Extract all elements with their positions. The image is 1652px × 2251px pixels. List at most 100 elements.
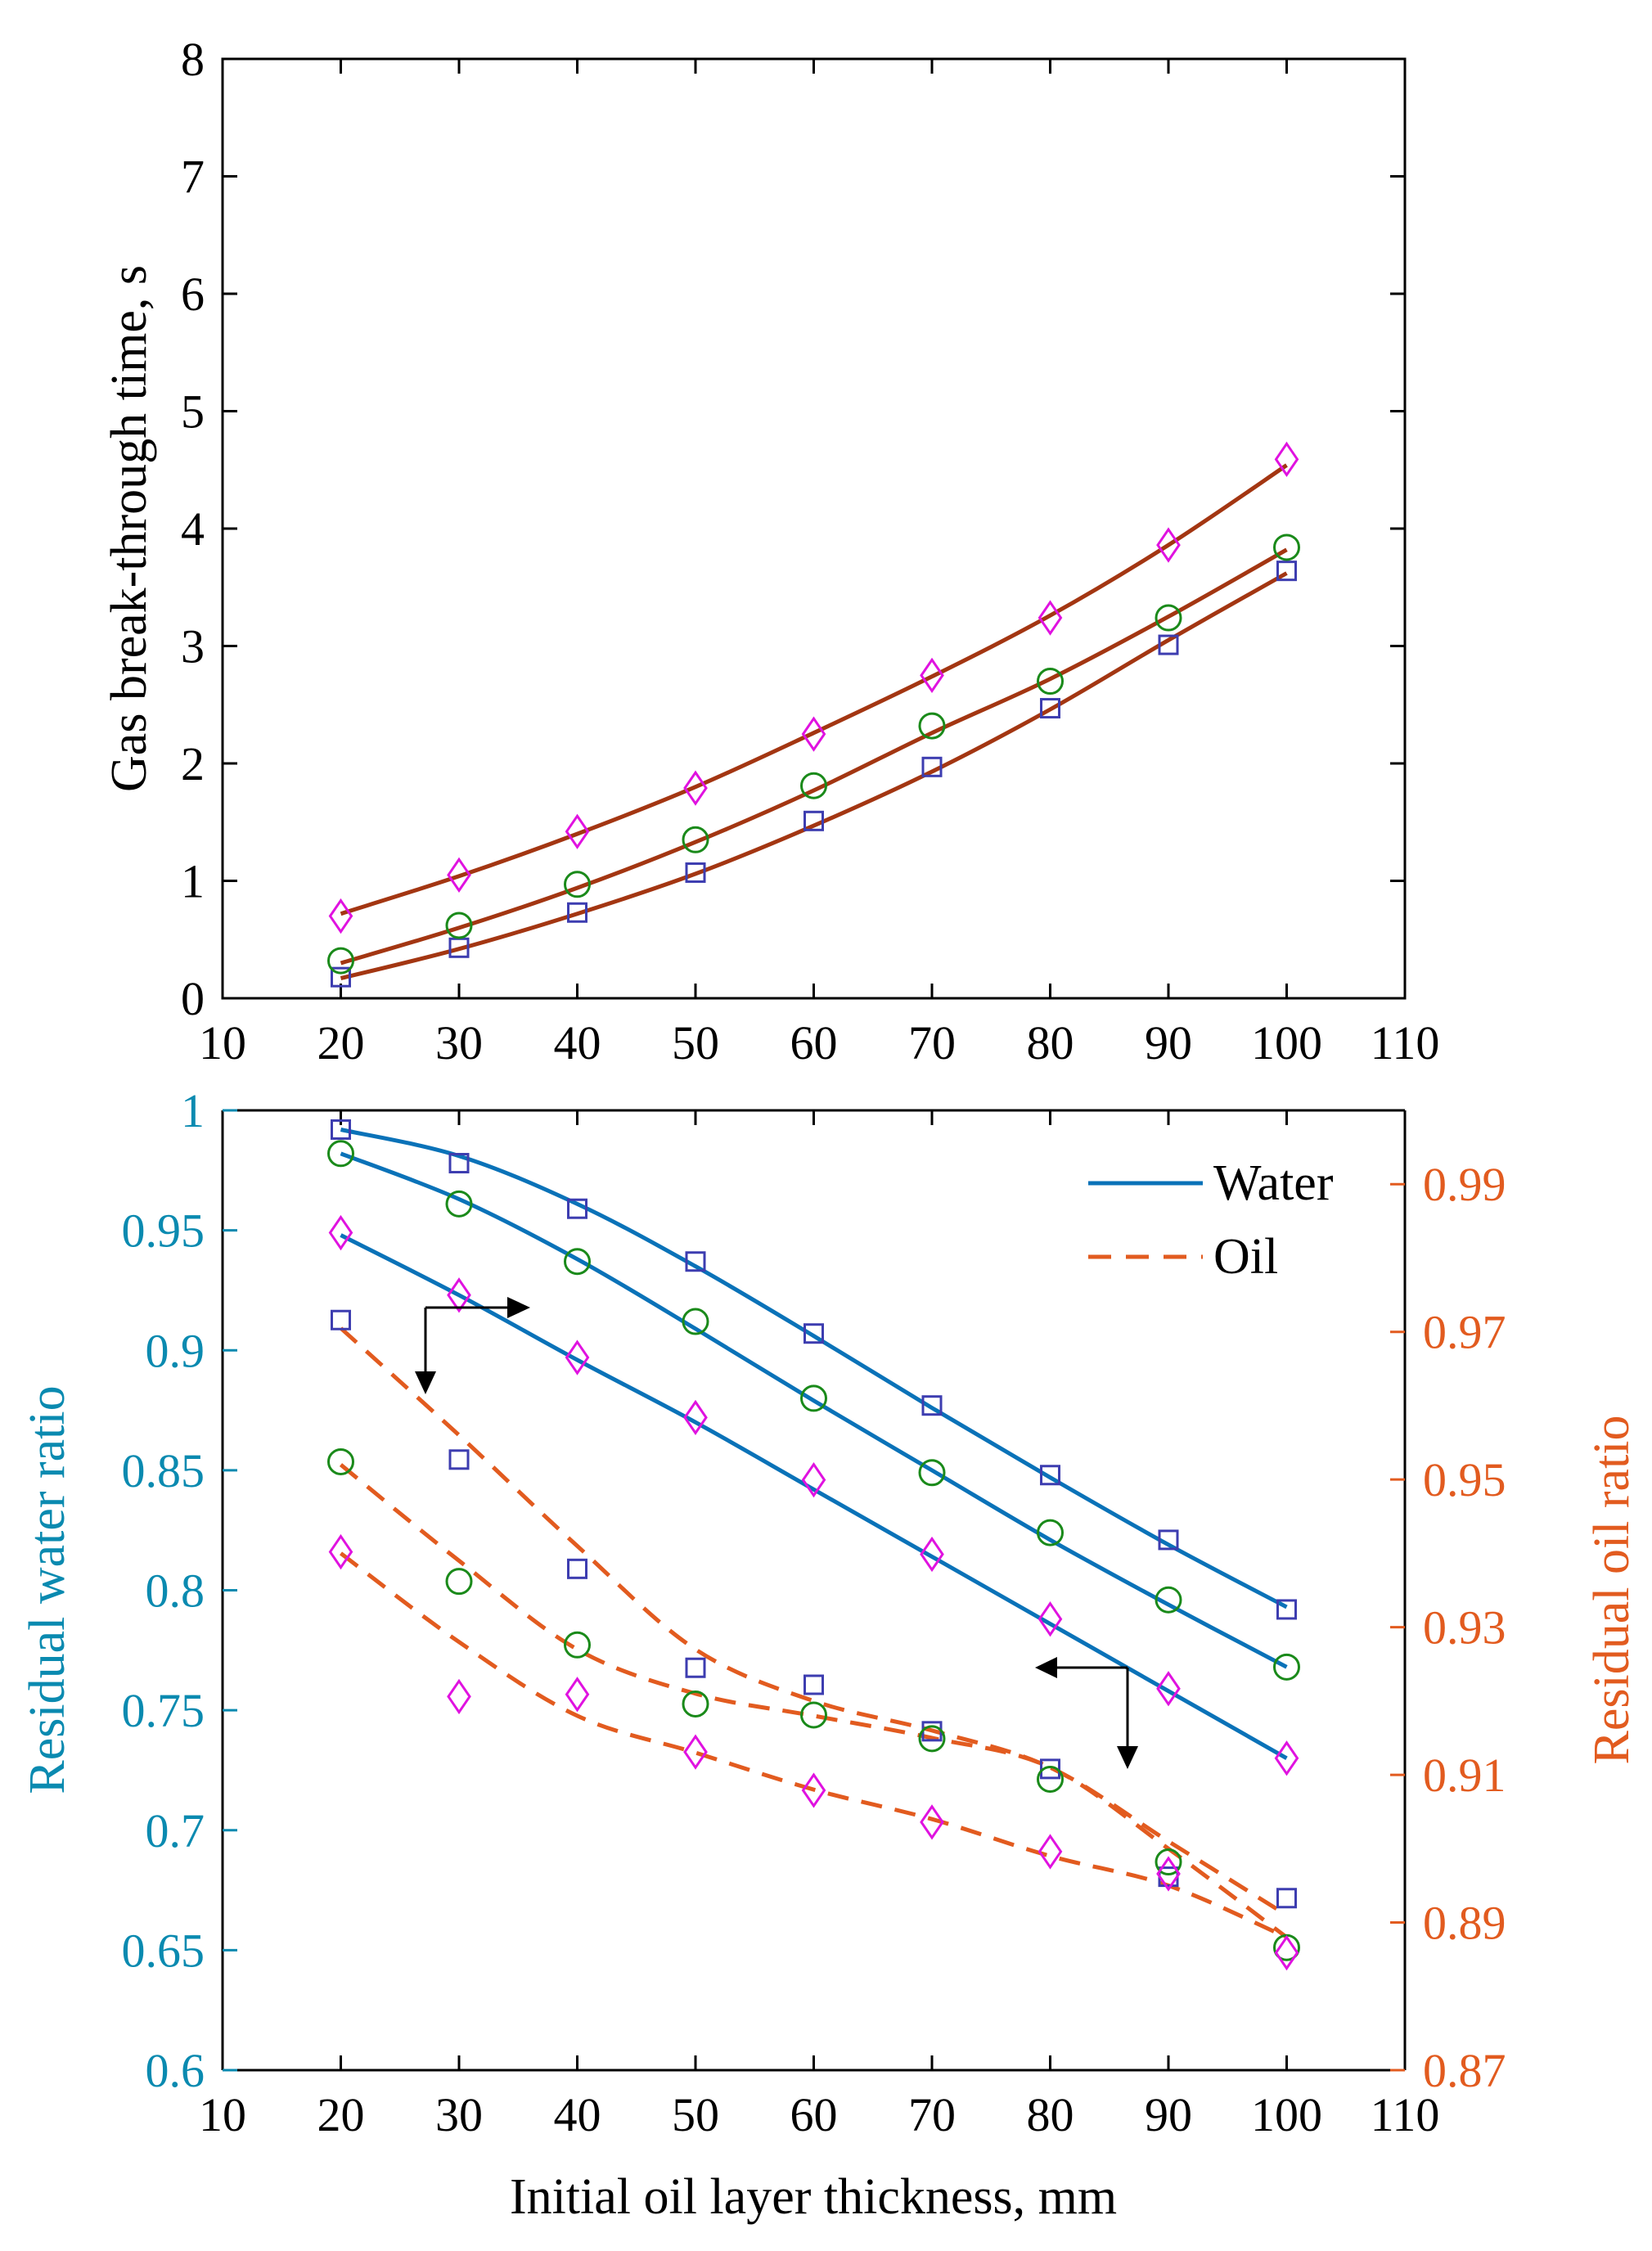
bottom-x-axis: 10 20 30 40 50 60 70 80 90 100 110 [199,1110,1439,2141]
top-point-diamond [447,857,471,893]
bottom-y2-tick-label: 0.95 [1423,1453,1506,1506]
top-point-diamond [565,813,590,849]
top-x-tick-label: 60 [790,1016,838,1069]
top-x-tick-label: 20 [317,1016,365,1069]
top-x-tick-label: 30 [435,1016,483,1069]
oil-point-circle [1037,1765,1064,1793]
water-point-circle [327,1140,354,1168]
bottom-x-tick-label: 80 [1027,2088,1074,2141]
bottom-y-tick-label: 1 [181,1084,205,1137]
top-point-circle [445,912,473,939]
water-point-square [803,1323,824,1344]
water-point-circle [682,1308,709,1335]
bottom-x-tick-label: 30 [435,2088,483,2141]
top-plot-area [221,57,1407,1000]
top-point-diamond [1038,600,1063,636]
top-y-tick-label: 0 [181,972,205,1025]
top-point-circle [1273,533,1300,561]
oil-fit-line-circle [339,1463,1289,1939]
top-x-tick-label: 50 [672,1016,719,1069]
oil-point-square [1276,1888,1297,1909]
top-point-square [1040,698,1060,719]
bottom-y-tick-label: 0.7 [146,1804,205,1857]
top-point-circle [682,826,709,853]
bottom-x-tick-label: 100 [1251,2088,1322,2141]
water-point-diamond [920,1536,944,1573]
legend-oil-label: Oil [1213,1229,1278,1285]
bottom-y2-tick-label: 0.93 [1423,1601,1506,1654]
top-fit-line-square [340,571,1288,981]
water-axis-indicator-arrow [1035,1657,1138,1769]
legend-water-label: Water [1213,1155,1334,1211]
top-point-square [331,966,351,988]
top-fit-line-circle [340,547,1288,966]
oil-point-diamond [920,1804,944,1840]
top-y-tick-label: 5 [181,385,205,439]
top-markers [327,441,1300,988]
oil-point-square [803,1674,824,1695]
top-x-tick-label: 40 [554,1016,601,1069]
water-point-diamond [565,1339,590,1375]
water-point-diamond [1038,1601,1063,1637]
oil-point-square [331,1309,351,1330]
top-point-square [921,756,943,777]
top-fit-lines [340,463,1288,981]
bottom-y2-axis-label: Residual oil ratio [1584,1415,1640,1764]
oil-point-circle [918,1725,946,1753]
top-x-tick-label: 80 [1027,1016,1074,1069]
bottom-x-tick-label: 10 [199,2088,246,2141]
oil-point-square [685,1657,706,1678]
water-fit-line-diamond [340,1233,1288,1760]
bottom-x-tick-label: 70 [908,2088,956,2141]
oil-point-square [1040,1758,1060,1780]
water-point-circle [918,1459,946,1487]
top-x-tick-label: 110 [1371,1016,1440,1069]
bottom-y2-tick-label: 0.91 [1423,1749,1506,1802]
oil-fit-line-diamond [340,1551,1288,1939]
water-point-square [1276,1599,1297,1620]
oil-fit-line-square [339,1326,1288,1917]
bottom-y-tick-label: 0.75 [122,1684,205,1737]
top-fit-line-diamond [340,463,1288,916]
bottom-x-tick-label: 20 [317,2088,365,2141]
oil-point-diamond [683,1734,708,1770]
oil-point-diamond [328,1533,353,1570]
bottom-chart: 10 20 30 40 50 60 70 80 90 100 110 0.60.650.70.750… [20,1084,1640,2225]
top-point-diamond [1156,527,1181,563]
bottom-y-axis-label: Residual water ratio [20,1385,75,1794]
bottom-y2-tick-label: 0.99 [1423,1158,1506,1211]
oil-point-circle [1155,1848,1182,1876]
bottom-y2-tick-label: 0.87 [1423,2044,1506,2097]
oil-point-circle [682,1690,709,1718]
oil-axis-indicator-arrow [415,1297,530,1394]
top-chart: 10 20 30 40 50 60 70 80 90 100 110 0 1 2 3 4 5 6 7 8 Gas b… [101,33,1439,1069]
bottom-y2-tick-label: 0.89 [1423,1897,1506,1950]
top-point-square [1276,560,1297,582]
top-y-tick-label: 6 [181,268,205,321]
top-y-tick-label: 8 [181,33,205,86]
top-point-square [803,810,824,831]
water-point-circle [1273,1653,1300,1681]
top-y-tick-label: 3 [181,620,205,673]
water-fit-line-square [340,1128,1288,1609]
top-point-circle [327,947,354,975]
bottom-x-tick-label: 40 [554,2088,601,2141]
top-point-diamond [1274,441,1299,477]
bottom-y-tick-label: 0.95 [122,1204,205,1258]
water-point-diamond [447,1277,471,1313]
top-point-circle [918,712,946,740]
water-point-diamond [1274,1740,1299,1776]
top-x-tick-label: 100 [1251,1016,1322,1069]
oil-point-diamond [565,1677,590,1713]
bottom-x-tick-label: 90 [1145,2088,1192,2141]
water-point-square [1158,1529,1179,1551]
top-point-diamond [328,898,353,934]
bottom-x-tick-label: 110 [1371,2088,1440,2141]
water-point-diamond [683,1399,708,1436]
bottom-fit-lines [339,1128,1289,1939]
water-point-square [567,1198,587,1219]
bottom-markers [327,1119,1300,1971]
legend: Water Oil [1088,1155,1334,1285]
top-x-tick-label: 10 [199,1016,246,1069]
